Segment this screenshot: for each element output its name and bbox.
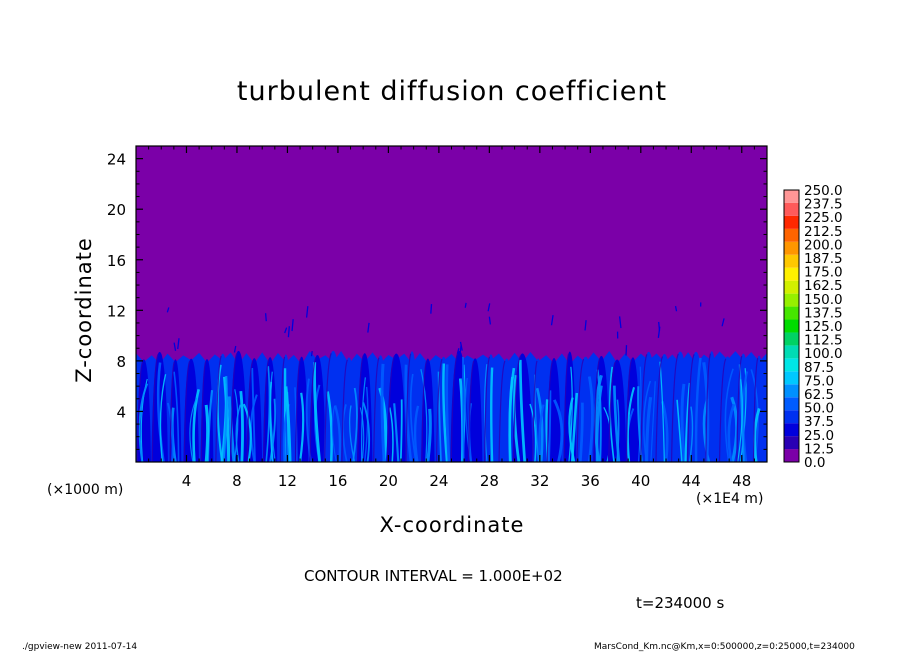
colorbar-swatch [784,293,799,307]
colorbar-label: 150.0 [804,292,843,308]
colorbar-swatch [784,202,799,216]
y-tick-label: 20 [107,201,126,219]
x-tick-label: 16 [328,472,347,490]
colorbar-swatch [784,410,799,424]
x-tick-label: 44 [682,472,701,490]
colorbar-swatch [784,319,799,333]
x-tick-label: 36 [581,472,600,490]
colorbar-label: 212.5 [804,224,843,240]
x-tick-label: 8 [232,472,242,490]
footer-left: ./gpview-new 2011-07-14 [22,642,138,652]
colorbar-label: 137.5 [804,305,843,321]
colorbar-swatch [784,306,799,320]
colorbar-label: 200.0 [804,237,843,253]
colorbar-swatch [784,423,799,437]
y-tick-label: 12 [107,302,126,320]
colorbar-label: 100.0 [804,346,843,362]
colorbar-swatch [784,215,799,229]
colorbar-label: 125.0 [804,319,843,335]
colorbar-swatch [784,345,799,359]
x-tick-label: 48 [732,472,751,490]
y-axis-label: Z-coordinate [72,237,96,383]
colorbar-label: 37.5 [804,414,834,430]
colorbar-label: 250.0 [804,183,843,199]
x-tick-label: 12 [278,472,297,490]
x-tick-label: 32 [530,472,549,490]
colorbar-swatch [784,254,799,268]
colorbar-swatch [784,267,799,281]
colorbar-frame [783,189,800,463]
colorbar-label: 237.5 [804,197,843,213]
y-axis-unit: (×1000 m) [47,482,124,498]
x-axis-unit: (×1E4 m) [696,491,764,507]
x-tick-label: 40 [631,472,650,490]
colorbar-swatch [784,384,799,398]
x-tick-label: 4 [182,472,192,490]
colorbar-label: 50.0 [804,401,834,417]
colorbar-swatch [784,358,799,372]
colorbar-swatch [784,397,799,411]
colorbar-label: 25.0 [804,428,834,444]
y-tick-label: 4 [116,403,126,421]
colorbar-label: 162.5 [804,278,843,294]
colorbar-swatch [784,190,799,203]
colorbar-label: 62.5 [804,387,834,403]
contour-interval-label: CONTOUR INTERVAL = 1.000E+02 [304,567,563,585]
colorbar-label: 87.5 [804,360,834,376]
x-axis-label: X-coordinate [379,513,525,537]
colorbar-label: 187.5 [804,251,843,267]
colorbar-swatch [784,436,799,450]
colorbar-label: 0.0 [804,455,825,471]
colorbar-swatch [784,332,799,346]
y-tick-label: 16 [107,252,126,270]
colorbar-label: 175.0 [804,265,843,281]
chart-title: turbulent diffusion coefficient [236,76,668,107]
colorbar-label: 75.0 [804,373,834,389]
colorbar-label: 12.5 [804,441,834,457]
y-tick-label: 8 [116,353,126,371]
colorbar-swatch [784,449,799,462]
turbulence-field [136,302,767,462]
x-tick-label: 20 [379,472,398,490]
footer-right: MarsCond_Km.nc@Km,x=0:500000,z=0:25000,t… [594,642,855,652]
time-label: t=234000 s [636,594,725,612]
colorbar-label: 225.0 [804,210,843,226]
colorbar-swatch [784,241,799,255]
x-tick-label: 24 [429,472,448,490]
x-tick-label: 28 [480,472,499,490]
colorbar-swatch [784,280,799,294]
y-tick-label: 24 [107,151,126,169]
colorbar-swatch [784,371,799,385]
colorbar-swatch [784,228,799,242]
colorbar-label: 112.5 [804,333,843,349]
